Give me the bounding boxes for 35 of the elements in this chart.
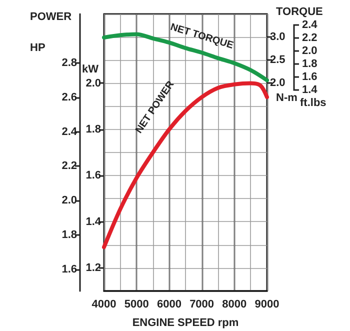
y2-tick-label: 2.0 [270,77,286,90]
x-tick-label: 4000 [92,298,116,310]
y2-tick-label: 3.0 [270,31,286,44]
x-tick-label: 7000 [190,298,214,310]
y-tick-label: 2.0 [86,77,101,90]
line-series [102,81,269,250]
y3-tick-label: 2.0 [62,194,77,207]
x-axis-title: ENGINE SPEED rpm [132,317,239,329]
y3-tick-label: 2.2 [62,160,77,172]
text: 1.6 [302,71,318,83]
text: 2.0 [302,45,318,57]
y-tick-label: 1.8 [86,123,101,136]
y-tick-label: 1.2 [86,262,101,274]
text: 2.4 [302,19,318,31]
y3-tick-label: 1.8 [62,229,77,242]
y-tick-label: 1.4 [86,216,102,228]
y3-axis-title: HP [30,42,46,54]
y-tick-label: 1.6 [86,170,101,182]
y2-tick-label: 2.5 [270,54,286,66]
text: 1.8 [302,58,318,70]
y3-tick-label: 2.8 [62,56,77,69]
text: 1.4 [302,84,318,96]
text: 2.2 [302,32,318,44]
y3-tick-label: 1.6 [62,263,77,276]
x-tick-label: 9000 [254,298,280,310]
y3-tick-label: 2.4 [62,126,78,138]
y2-axis-title: N-m [276,92,298,104]
y3-tick-label: 2.6 [62,91,77,104]
y-axis-title: kW [82,63,100,76]
text: ft.lbs [300,97,326,110]
x-tick-label: 8000 [222,298,247,310]
x-tick-label: 5000 [124,298,149,310]
text: TORQUE [276,6,323,18]
text: POWER [30,11,72,23]
x-tick-label: 6000 [156,298,182,310]
